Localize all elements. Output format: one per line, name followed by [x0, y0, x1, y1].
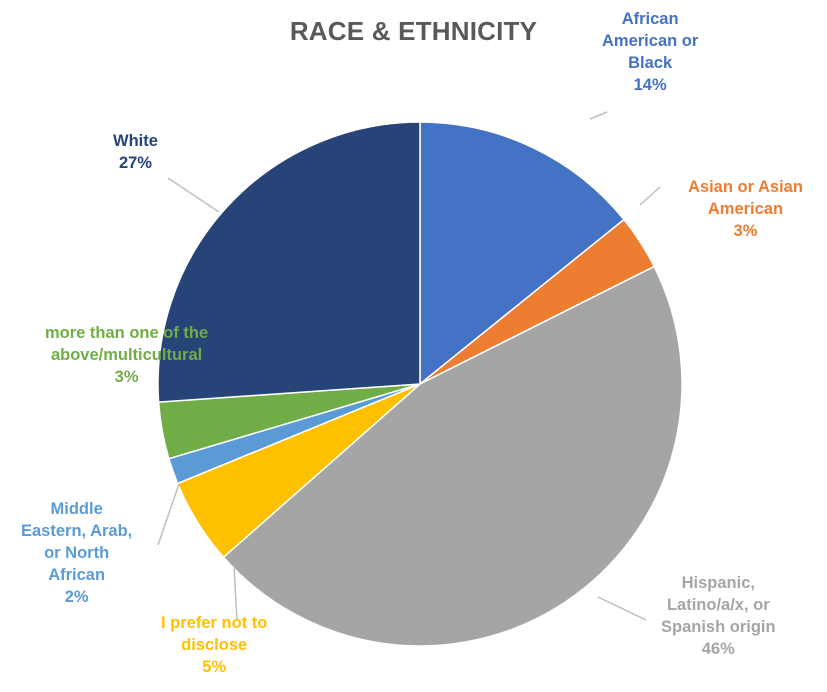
- slice-label-text: African: [621, 10, 679, 28]
- pie-slice-2: [222, 265, 683, 647]
- slice-percent: 2%: [64, 588, 89, 606]
- slice-label-text: disclose: [181, 636, 248, 654]
- slice-label-text: Black: [628, 54, 673, 72]
- slice-label-3: I prefer not to disclose 5%: [161, 612, 267, 678]
- slice-label-text: American: [707, 200, 784, 218]
- slice-label-text: or North: [44, 544, 110, 562]
- slice-label-5: more than one of the above/multicultural 3…: [45, 322, 208, 388]
- slice-label-0: African American or Black 14%: [602, 8, 698, 96]
- slice-label-text: White: [113, 132, 158, 150]
- leader-line-0: [589, 111, 608, 120]
- pie-slice-6: [157, 121, 421, 403]
- pie-slice-0: [419, 121, 626, 386]
- slice-label-text: Spanish origin: [661, 618, 776, 636]
- slice-label-6: White 27%: [113, 130, 158, 174]
- slice-label-text: African: [48, 566, 106, 584]
- leader-line-6: [167, 177, 220, 213]
- slice-label-text: Latino/a/x, or: [666, 596, 770, 614]
- slice-label-text: Middle: [50, 500, 103, 518]
- slice-label-text: Asian or Asian: [688, 178, 803, 196]
- slice-percent: 5%: [202, 658, 227, 676]
- leader-line-3: [233, 565, 238, 622]
- slice-percent: 27%: [118, 154, 152, 172]
- slice-label-text: Hispanic,: [681, 574, 755, 592]
- leader-line-2: [597, 596, 647, 621]
- slice-label-text: more than one of the: [45, 324, 209, 342]
- slice-label-text: American or: [602, 32, 699, 50]
- slice-percent: 3%: [114, 368, 139, 386]
- slice-label-2: Hispanic, Latino/a/x, or Spanish origin 46%: [661, 572, 776, 660]
- slice-label-text: above/multicultural: [50, 346, 203, 364]
- chart-title: RACE & ETHNICITY: [289, 16, 538, 46]
- leader-line-4: [157, 483, 180, 546]
- leader-line-1: [639, 186, 661, 206]
- slice-label-1: Asian or Asian American 3%: [688, 176, 803, 242]
- slice-label-4: Middle Eastern, Arab, or North African 2%: [21, 498, 132, 608]
- slice-label-text: Eastern, Arab,: [21, 522, 133, 540]
- slice-percent: 3%: [733, 222, 758, 240]
- slice-percent: 46%: [701, 640, 735, 658]
- slice-label-text: I prefer not to: [161, 614, 268, 632]
- slice-percent: 14%: [633, 76, 667, 94]
